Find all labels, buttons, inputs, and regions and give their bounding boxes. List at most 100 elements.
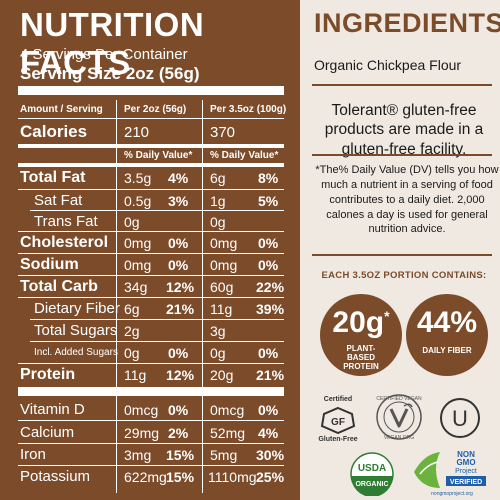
total-fat-2oz: 3.5g (124, 170, 152, 186)
nongmo-line1: NON (457, 450, 475, 459)
row-divider (18, 465, 284, 466)
dietary-fiber-dv-2oz: 21% (166, 301, 195, 317)
fiber-badge-value: 44% (416, 306, 478, 339)
ingredients-text: Organic Chickpea Flour (314, 57, 462, 73)
protein-badge-label: PLANT-BASED PROTEIN (343, 344, 379, 372)
potassium-dv-3-5oz: 25% (256, 469, 285, 485)
column-divider-2 (202, 100, 203, 493)
calories-value-3-5oz: 370 (210, 124, 236, 141)
ingredients-divider (312, 84, 492, 86)
vegan-bottom-text: VEGAN.ORG (384, 435, 414, 441)
row-divider (18, 253, 284, 254)
protein-footnote-star: * (384, 308, 390, 324)
cholesterol-label: Cholesterol (20, 234, 109, 251)
added-sugars-dv-3-5oz: 0% (258, 345, 279, 361)
dietary-fiber-2oz: 6g (124, 301, 140, 317)
protein-dv-3-5oz: 21% (256, 367, 285, 383)
nongmo-url: nongmoproject.org (431, 491, 473, 497)
sat-fat-dv-3-5oz: 5% (258, 193, 279, 209)
calcium-dv-3-5oz: 4% (258, 425, 279, 441)
iron-2oz: 3mg (124, 447, 152, 463)
iron-dv-2oz: 15% (166, 447, 195, 463)
trans-fat-label: Trans Fat (34, 213, 98, 230)
cholesterol-dv-2oz: 0% (168, 235, 189, 251)
added-sugars-dv-2oz: 0% (168, 345, 189, 361)
sodium-3-5oz: 0mg (210, 257, 238, 273)
potassium-dv-2oz: 15% (166, 469, 195, 485)
protein-badge-value: 20g* (320, 306, 402, 340)
row-divider (30, 319, 284, 320)
gf-mark-text: GF (331, 417, 345, 428)
total-fat-3-5oz: 6g (210, 170, 226, 186)
daily-value-header-3-5oz: % Daily Value* (210, 150, 279, 161)
kosher-mark-text: U (452, 406, 468, 431)
gluten-free-certification: Certified GF Gluten-Free (314, 396, 362, 446)
sat-fat-2oz: 0.5g (124, 193, 152, 209)
dietary-fiber-dv-3-5oz: 39% (256, 301, 285, 317)
nutrition-facts-panel: NUTRITION FACTS 4 Servings Per Container… (0, 0, 300, 500)
protein-3-5oz: 20g (210, 367, 234, 383)
thick-divider (18, 387, 284, 396)
non-gmo-icon: NON GMO Project VERIFIED nongmoproject.o… (414, 450, 486, 497)
usda-top-text: USDA (358, 463, 386, 474)
vitamin-d-dv-2oz: 0% (168, 402, 189, 418)
usda-organic-seal: USDA ORGANIC (350, 452, 394, 497)
calcium-2oz: 29mg (124, 425, 160, 441)
vitamin-d-2oz: 0mcg (124, 402, 159, 418)
column-header-3-5oz: Per 3.5oz (100g) (210, 104, 287, 115)
vitamin-d-dv-3-5oz: 0% (258, 402, 279, 418)
vitamin-d-3-5oz: 0mcg (210, 402, 245, 418)
certified-vegan-logo: CERTIFIED VEGAN VEGAN.ORG (374, 392, 424, 442)
total-fat-label: Total Fat (20, 169, 86, 186)
row-divider (18, 189, 284, 190)
total-sugars-3-5oz: 3g (210, 323, 226, 339)
iron-dv-3-5oz: 30% (256, 447, 285, 463)
row-divider (18, 275, 284, 276)
daily-value-header-2oz: % Daily Value* (124, 150, 193, 161)
portion-divider (312, 254, 492, 256)
cholesterol-3-5oz: 0mg (210, 235, 238, 251)
total-carb-dv-3-5oz: 22% (256, 279, 285, 295)
protein-label: Protein (20, 366, 76, 383)
sodium-dv-2oz: 0% (168, 257, 189, 273)
nongmo-line4: VERIFIED (450, 479, 482, 486)
iron-label: Iron (20, 446, 46, 463)
potassium-3-5oz: 1110mg (208, 469, 257, 485)
usda-bottom-text: ORGANIC (355, 481, 388, 488)
sodium-label: Sodium (20, 256, 79, 273)
total-carb-dv-2oz: 12% (166, 279, 195, 295)
total-sugars-2oz: 2g (124, 323, 140, 339)
column-header-2oz: Per 2oz (56g) (124, 104, 187, 115)
sodium-dv-3-5oz: 0% (258, 257, 279, 273)
note-divider (312, 154, 492, 156)
sodium-2oz: 0mg (124, 257, 152, 273)
vegan-ring-text: CERTIFIED VEGAN (376, 396, 422, 402)
cholesterol-2oz: 0mg (124, 235, 152, 251)
total-carb-2oz: 34g (124, 279, 148, 295)
kosher-logo: U (438, 396, 482, 440)
iron-3-5oz: 5mg (210, 447, 238, 463)
trans-fat-3-5oz: 0g (210, 214, 226, 230)
nongmo-line3: Project (455, 468, 477, 475)
calcium-3-5oz: 52mg (210, 425, 246, 441)
protein-dv-2oz: 12% (166, 367, 195, 383)
gluten-free-facility-note: Tolerant® gluten-free products are made … (324, 102, 484, 158)
calories-value-2oz: 210 (124, 124, 150, 141)
row-divider (18, 231, 284, 232)
potassium-2oz: 622mg (124, 469, 167, 485)
total-fat-dv-3-5oz: 8% (258, 170, 279, 186)
nutrition-facts-title: NUTRITION FACTS (20, 6, 205, 81)
potassium-label: Potassium (20, 468, 91, 485)
total-carb-3-5oz: 60g (210, 279, 234, 295)
serving-size: Serving Size 2oz (56g) (20, 64, 200, 83)
daily-value-divider (18, 163, 284, 167)
calories-divider (18, 144, 284, 148)
vegan-icon: CERTIFIED VEGAN VEGAN.ORG (376, 394, 422, 441)
protein-value: 20g (332, 306, 385, 339)
protein-2oz: 11g (124, 367, 147, 383)
gluten-free-icon: GF (320, 406, 356, 434)
row-divider (30, 341, 284, 342)
vitamin-d-label: Vitamin D (20, 401, 85, 418)
protein-badge: 20g* PLANT-BASED PROTEIN (320, 294, 402, 376)
non-gmo-project-logo: NON GMO Project VERIFIED nongmoproject.o… (412, 448, 488, 498)
